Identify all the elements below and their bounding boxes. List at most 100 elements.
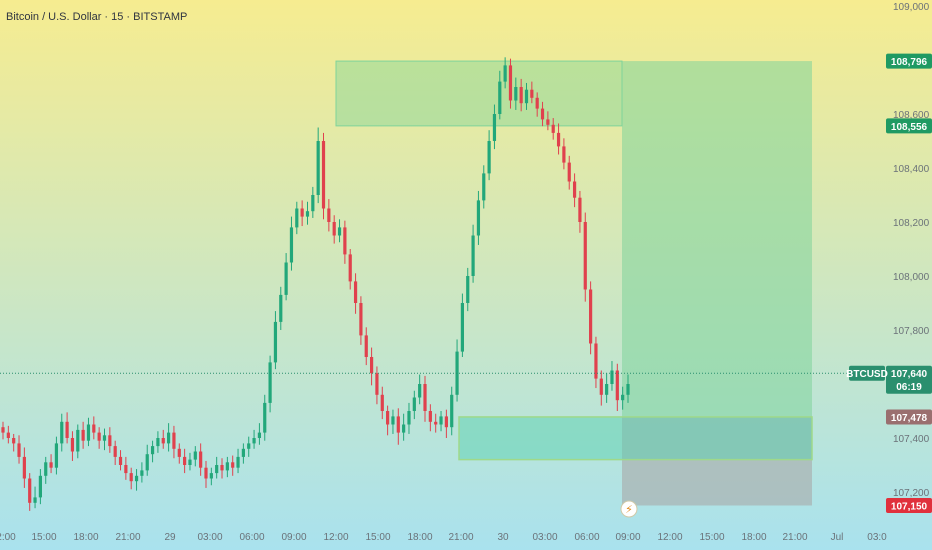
candle-body	[1, 427, 5, 433]
x-tick-label: 06:00	[574, 532, 599, 543]
candle-body	[321, 141, 326, 209]
x-tick-label: 15:00	[31, 532, 56, 543]
candle-body	[524, 89, 529, 104]
x-tick-label: 03:0	[867, 532, 887, 543]
candle-body	[332, 222, 336, 236]
candle-body	[268, 362, 272, 403]
candle-body	[359, 303, 363, 336]
countdown-label: 06:19	[896, 382, 922, 393]
candle-body	[177, 448, 181, 457]
y-tick-label: 108,000	[893, 272, 930, 283]
candle-body	[188, 459, 192, 465]
candle-body	[556, 132, 561, 147]
candle-body	[423, 384, 427, 411]
x-tick-label: 30	[497, 532, 509, 543]
x-tick-label: 21:00	[782, 532, 807, 543]
event-marker[interactable]	[620, 500, 638, 518]
candle-body	[337, 227, 342, 236]
candle-body	[519, 87, 523, 104]
candle-body	[70, 438, 75, 452]
candle-body	[81, 429, 85, 441]
candle-body	[418, 384, 422, 398]
candle-body	[471, 235, 475, 276]
candle-body	[364, 335, 368, 357]
candle-body	[92, 424, 96, 433]
candle-body	[113, 446, 117, 457]
candle-body	[231, 462, 235, 468]
candle-body	[129, 473, 133, 482]
candle-body	[530, 89, 534, 98]
candle-body	[343, 227, 347, 255]
candle-body	[621, 394, 625, 401]
current-price-badge	[886, 365, 932, 394]
symbol-label: BTCUSD	[846, 369, 888, 380]
profit-target-zone	[622, 61, 812, 417]
candle-body	[166, 432, 171, 444]
target-low-price-badge	[886, 118, 932, 134]
entry-price-badge	[886, 409, 932, 425]
candle-body	[567, 162, 571, 182]
candle-body	[535, 97, 539, 109]
candle-body	[284, 262, 288, 295]
candle-body	[300, 208, 304, 217]
candle-body	[466, 276, 470, 303]
candle-body	[28, 478, 32, 503]
candle-body	[551, 124, 555, 133]
candle-body	[124, 465, 128, 474]
candle-body	[134, 475, 139, 482]
candle-body	[65, 421, 69, 438]
x-tick-label: 12:00	[323, 532, 348, 543]
candle-body	[386, 411, 390, 425]
candle-body	[492, 114, 497, 141]
y-tick-label: 107,800	[893, 326, 930, 337]
candle-body	[193, 451, 197, 460]
candle-body	[279, 294, 283, 322]
candle-body	[503, 65, 507, 82]
candle-body	[161, 438, 165, 444]
candle-body	[145, 454, 149, 471]
candle-body	[305, 211, 310, 217]
x-tick-label: 21:00	[448, 532, 473, 543]
candle-body	[605, 384, 609, 395]
target-low-price-label: 108,556	[891, 122, 928, 133]
candle-body	[439, 416, 443, 425]
candle-body	[150, 446, 155, 455]
candle-body	[289, 227, 294, 263]
y-tick-label: 107,200	[893, 488, 930, 499]
candle-body	[311, 195, 315, 212]
candle-body	[263, 402, 267, 433]
candle-body	[252, 438, 256, 444]
candle-body	[22, 456, 26, 479]
candle-body	[54, 443, 59, 468]
candle-body	[428, 411, 432, 422]
target-high-price-badge	[886, 53, 932, 69]
candle-body	[434, 421, 438, 425]
x-tick-label: 09:00	[615, 532, 640, 543]
x-tick-label: 03:00	[532, 532, 557, 543]
y-tick-label: 108,600	[893, 110, 930, 121]
candle-body	[546, 119, 550, 125]
candle-body	[108, 435, 112, 447]
candle-body	[204, 467, 208, 479]
candle-body	[118, 456, 123, 465]
x-tick-label: Jul	[831, 532, 844, 543]
x-tick-label: 06:00	[239, 532, 264, 543]
candle-body	[199, 451, 203, 468]
candle-body	[241, 448, 245, 457]
candle-body	[49, 462, 53, 468]
x-tick-label: 2:00	[0, 532, 16, 543]
x-tick-label: 15:00	[365, 532, 390, 543]
y-tick-label: 108,400	[893, 164, 930, 175]
candle-body	[295, 208, 299, 228]
y-tick-label: 109,000	[893, 2, 930, 13]
candle-body	[396, 416, 400, 433]
x-tick-label: 03:00	[197, 532, 222, 543]
candle-body	[257, 432, 262, 438]
demand-zone	[458, 416, 813, 461]
candle-body	[97, 432, 101, 441]
candle-body	[327, 208, 331, 222]
candle-body	[380, 394, 384, 411]
candle-body	[578, 197, 582, 222]
